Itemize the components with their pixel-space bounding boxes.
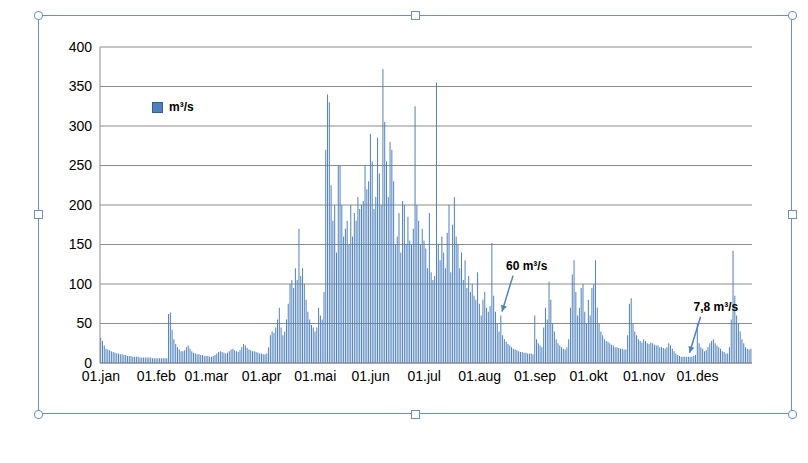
svg-text:01.feb: 01.feb (137, 368, 176, 384)
svg-text:01.jul: 01.jul (407, 368, 440, 384)
svg-text:200: 200 (69, 197, 93, 213)
svg-text:01.jun: 01.jun (352, 368, 390, 384)
svg-text:400: 400 (69, 39, 93, 55)
svg-text:01.jan: 01.jan (81, 367, 120, 384)
svg-text:01.nov: 01.nov (623, 368, 665, 384)
svg-text:7,8 m³/s: 7,8 m³/s (694, 300, 739, 314)
svg-text:250: 250 (69, 157, 93, 173)
svg-text:150: 150 (69, 236, 93, 252)
svg-text:01.mai: 01.mai (294, 368, 336, 384)
svg-text:01.apr: 01.apr (242, 368, 282, 384)
svg-text:60 m³/s: 60 m³/s (506, 259, 548, 273)
svg-text:300: 300 (69, 118, 93, 134)
svg-text:350: 350 (69, 78, 93, 94)
svg-text:0: 0 (84, 355, 92, 371)
svg-text:01.okt: 01.okt (569, 368, 607, 384)
svg-text:100: 100 (69, 276, 93, 292)
svg-text:50: 50 (76, 315, 92, 331)
svg-text:01.des: 01.des (676, 368, 718, 384)
svg-text:01.sep: 01.sep (514, 368, 556, 384)
svg-text:01.aug: 01.aug (458, 368, 501, 384)
svg-text:01.mar: 01.mar (184, 368, 228, 384)
html-text:m³/s: m³/s (169, 100, 194, 114)
